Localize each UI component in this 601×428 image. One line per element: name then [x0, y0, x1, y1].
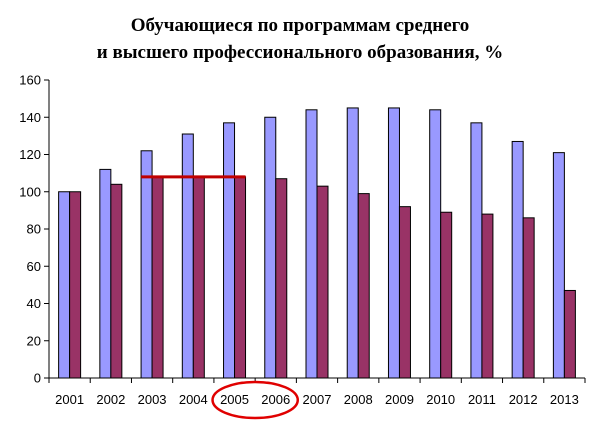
chart-title-line-2: и высшего профессионального образования,…: [97, 42, 503, 63]
bar-series-2-2003: [151, 176, 164, 379]
bar-series-1-2013: [552, 152, 565, 379]
bar-series-1-2007: [305, 109, 318, 379]
bar-series-1-2008: [346, 107, 359, 379]
bar-series-2-2009: [398, 206, 411, 379]
x-tick-label-2008: 2008: [344, 392, 373, 407]
x-tick-label-2005: 2005: [220, 392, 249, 407]
bar-series-2-2011: [481, 213, 494, 379]
x-tick-label-2006: 2006: [261, 392, 290, 407]
y-tick-label-60: 60: [27, 259, 41, 274]
bar-series-2-2002: [110, 183, 123, 379]
y-tick-label-20: 20: [27, 333, 41, 348]
bar-series-2-2008: [357, 193, 370, 379]
y-tick-label-80: 80: [27, 222, 41, 237]
bar-series-1-2012: [511, 140, 524, 379]
x-tick-label-2013: 2013: [550, 392, 579, 407]
bar-series-2-2006: [275, 178, 288, 379]
x-tick-label-2007: 2007: [303, 392, 332, 407]
bar-series-2-2007: [316, 185, 329, 379]
x-tick-label-2012: 2012: [509, 392, 538, 407]
bar-series-2-2001: [69, 191, 82, 379]
bar-series-2-2005: [234, 176, 247, 379]
chart-title-line-1: Обучающиеся по программам среднего: [131, 15, 470, 36]
x-tick-label-2009: 2009: [385, 392, 414, 407]
bar-series-1-2006: [264, 116, 277, 379]
bar-series-1-2002: [99, 168, 112, 379]
bar-series-2-2004: [192, 176, 205, 379]
y-tick-label-100: 100: [19, 184, 41, 199]
x-tick-label-2004: 2004: [179, 392, 208, 407]
bar-series-1-2001: [58, 191, 71, 379]
bar-series-2-2013: [563, 289, 576, 379]
x-tick-label-2003: 2003: [138, 392, 167, 407]
bar-series-1-2004: [181, 133, 194, 379]
y-tick-label-160: 160: [19, 73, 41, 88]
x-tick-label-2010: 2010: [426, 392, 455, 407]
y-tick-label-120: 120: [19, 147, 41, 162]
bar-series-1-2011: [470, 122, 483, 379]
highlight-ellipse-annotation: [211, 380, 300, 420]
bar-series-1-2005: [223, 122, 236, 379]
x-tick-label-2001: 2001: [55, 392, 84, 407]
y-tick-label-140: 140: [19, 110, 41, 125]
bar-series-2-2010: [440, 211, 453, 379]
bar-series-1-2009: [387, 107, 400, 379]
x-tick-label-2002: 2002: [96, 392, 125, 407]
y-tick-label-0: 0: [34, 371, 41, 386]
plot-area: 0 20 40 60 80 100 120 140 160 2001 2002 2003 2004 200…: [19, 73, 586, 420]
bar-series-1-2003: [140, 150, 153, 379]
x-tick-label-2011: 2011: [468, 392, 496, 407]
y-tick-label-40: 40: [27, 296, 41, 311]
bar-series-1-2010: [429, 109, 442, 379]
bar-series-2-2012: [522, 217, 535, 379]
